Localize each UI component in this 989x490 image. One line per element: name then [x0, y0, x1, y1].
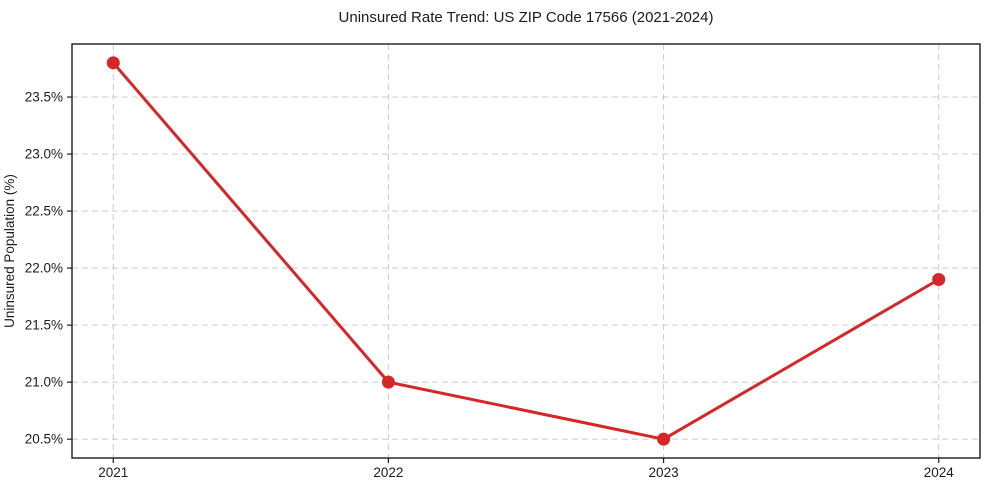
plot-border: [71, 43, 981, 459]
x-tick-labels: 2021 2022 2023 2024: [98, 465, 954, 480]
axis-ticks: [67, 96, 940, 463]
data-point-marker: [381, 375, 395, 389]
y-tick-label: 22.5%: [25, 204, 63, 219]
data-point-marker: [106, 56, 120, 70]
y-tick-label: 21.5%: [25, 318, 63, 333]
trend-line: [111, 61, 941, 441]
gridlines: [72, 44, 980, 458]
chart-title: Uninsured Rate Trend: US ZIP Code 17566 …: [339, 9, 714, 26]
y-tick-label: 22.0%: [25, 261, 63, 276]
x-tick-label: 2023: [649, 465, 679, 480]
x-tick-label: 2022: [373, 465, 403, 480]
y-tick-label: 21.0%: [25, 375, 63, 390]
y-tick-label: 20.5%: [25, 432, 63, 447]
y-tick-label: 23.0%: [25, 147, 63, 162]
data-point-marker: [932, 273, 946, 287]
data-series: [106, 56, 946, 446]
y-axis-label: Uninsured Population (%): [2, 174, 17, 328]
x-tick-label: 2021: [98, 465, 128, 480]
x-tick-label: 2024: [924, 465, 955, 480]
data-point-marker: [657, 432, 671, 446]
y-tick-label: 23.5%: [25, 90, 63, 105]
y-tick-labels: 20.5% 21.0% 21.5% 22.0% 22.5% 23.0% 23.5%: [25, 90, 63, 447]
